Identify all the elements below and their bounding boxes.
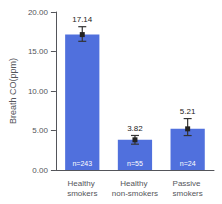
svg-text:20.00: 20.00: [28, 8, 49, 17]
svg-text:n=243: n=243: [72, 160, 92, 167]
svg-text:Healthy: Healthy: [120, 179, 149, 188]
svg-text:smokers: smokers: [67, 189, 97, 198]
svg-text:10.00: 10.00: [28, 87, 49, 96]
svg-text:n=55: n=55: [127, 160, 143, 167]
svg-text:15.00: 15.00: [28, 47, 49, 56]
svg-text:17.14: 17.14: [72, 15, 93, 24]
svg-text:Passive: Passive: [173, 179, 203, 188]
svg-text:Healthy: Healthy: [68, 179, 97, 188]
svg-text:3.82: 3.82: [127, 124, 143, 133]
svg-text:5.21: 5.21: [180, 107, 196, 116]
svg-text:5.00: 5.00: [32, 126, 48, 135]
svg-text:Breath CO(ppm): Breath CO(ppm): [8, 58, 18, 124]
svg-text:0.00: 0.00: [32, 166, 48, 175]
svg-text:n=24: n=24: [180, 160, 196, 167]
svg-text:smokers: smokers: [173, 189, 203, 198]
svg-text:non-smokers: non-smokers: [112, 189, 158, 198]
